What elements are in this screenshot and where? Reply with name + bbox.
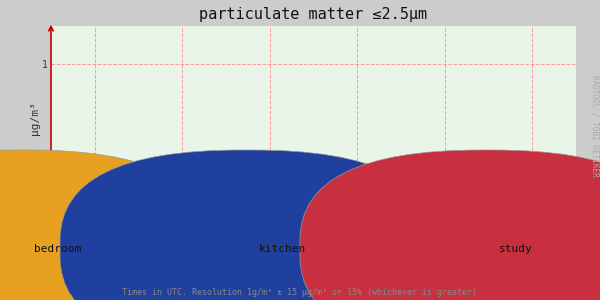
- Text: study: study: [499, 244, 533, 254]
- Text: Times in UTC. Resolution 1g/m³ ± 15 μg/m³ or 15% (whichever is greater): Times in UTC. Resolution 1g/m³ ± 15 μg/m…: [122, 288, 478, 297]
- Text: RADTOOL / TOBI OETIKER: RADTOOL / TOBI OETIKER: [591, 75, 600, 177]
- Y-axis label: μg/m³: μg/m³: [29, 102, 40, 135]
- Text: kitchen: kitchen: [259, 244, 307, 254]
- Text: bedroom: bedroom: [34, 244, 82, 254]
- Title: particulate matter ≤2.5μm: particulate matter ≤2.5μm: [199, 7, 428, 22]
